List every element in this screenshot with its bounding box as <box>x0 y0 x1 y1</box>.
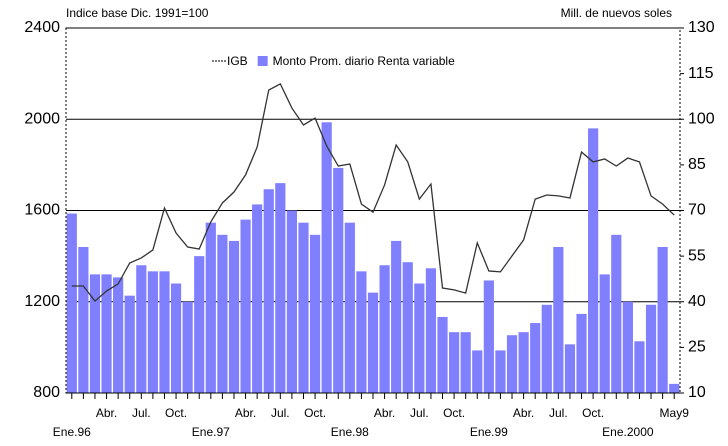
bar <box>518 332 529 393</box>
bar <box>379 265 390 393</box>
bar <box>275 183 286 393</box>
x-tick-label: Abr. <box>235 406 256 420</box>
bar <box>541 304 552 393</box>
y-tick-label: 800 <box>33 384 60 401</box>
y-tick-label: 2000 <box>24 110 60 127</box>
bar <box>495 350 506 393</box>
bar <box>553 247 564 393</box>
x-tick-label: Jul. <box>271 406 290 420</box>
bar <box>472 350 483 393</box>
x-tick-label: Ene.98 <box>331 425 369 439</box>
bar <box>356 271 367 393</box>
x-tick-label: Jul. <box>132 406 151 420</box>
bar <box>124 295 135 393</box>
y2-tick-label: 10 <box>688 384 706 401</box>
y2-tick-label: 85 <box>688 156 706 173</box>
x-tick-label: May9 <box>660 406 690 420</box>
bar <box>634 341 645 393</box>
bar <box>147 271 158 393</box>
bar <box>286 210 298 393</box>
bar <box>89 274 101 393</box>
y2-axis-title: Mill. de nuevos soles <box>561 6 672 20</box>
bar <box>414 283 425 393</box>
line <box>71 82 675 303</box>
bar <box>228 240 240 393</box>
bar <box>622 301 633 393</box>
legend-swatch <box>257 56 268 66</box>
bar <box>321 122 332 394</box>
y2-tick-label: 40 <box>688 293 706 310</box>
bar <box>611 234 622 393</box>
bar <box>66 213 77 393</box>
bar <box>194 256 205 393</box>
bar <box>333 167 344 393</box>
bar <box>101 274 112 393</box>
bar <box>170 283 182 393</box>
bar <box>448 332 460 393</box>
bar <box>113 277 124 393</box>
x-tick-label: Ene.99 <box>470 425 508 439</box>
bar <box>437 316 448 393</box>
bar <box>182 301 193 393</box>
bar <box>599 274 610 393</box>
bar <box>136 265 147 393</box>
bar <box>391 240 402 393</box>
y-tick-label: 1200 <box>24 293 60 310</box>
bar <box>425 268 437 393</box>
bar <box>576 313 587 393</box>
legend-label: IGB <box>227 54 248 68</box>
x-tick-label: Oct. <box>304 406 326 420</box>
x-tick-label: Ene.97 <box>192 425 230 439</box>
y2-tick-label: 100 <box>688 110 715 127</box>
y2-tick-label: 25 <box>688 339 706 356</box>
bar <box>588 128 599 393</box>
x-tick-label: Abr. <box>96 406 117 420</box>
legend-label: Monto Prom. diario Renta variable <box>273 54 455 68</box>
x-tick-label: Oct. <box>165 406 187 420</box>
bar <box>252 204 263 393</box>
bar <box>217 234 228 393</box>
bar <box>530 323 541 393</box>
bar <box>344 222 355 393</box>
bar <box>263 189 274 393</box>
y2-tick-label: 115 <box>688 65 714 82</box>
bar <box>309 234 321 393</box>
y2-tick-label: 70 <box>688 202 706 219</box>
bar <box>564 344 576 393</box>
bar <box>657 247 668 393</box>
x-tick-label: Ene.96 <box>53 425 91 439</box>
bar <box>669 383 680 393</box>
bar <box>205 222 216 393</box>
y2-tick-label: 130 <box>688 19 715 36</box>
x-tick-label: Oct. <box>582 406 604 420</box>
x-tick-label: Abr. <box>374 406 395 420</box>
x-tick-label: Ene.2000 <box>602 425 654 439</box>
bar <box>240 219 251 393</box>
y-tick-label: 2400 <box>24 19 60 36</box>
bar <box>159 271 170 393</box>
bar <box>78 247 89 393</box>
bar <box>506 335 518 393</box>
bar <box>460 332 471 393</box>
bar <box>367 292 379 393</box>
x-tick-label: Jul. <box>410 406 429 420</box>
y-axis-title: Indice base Dic. 1991=100 <box>66 6 209 20</box>
x-tick-label: Oct. <box>443 406 465 420</box>
bar <box>298 222 309 393</box>
bar <box>645 304 657 393</box>
x-tick-label: Jul. <box>549 406 568 420</box>
y2-tick-label: 55 <box>688 247 706 264</box>
y-tick-label: 1600 <box>24 202 60 219</box>
bar <box>483 280 494 393</box>
x-tick-label: Abr. <box>513 406 534 420</box>
bar <box>402 262 413 393</box>
